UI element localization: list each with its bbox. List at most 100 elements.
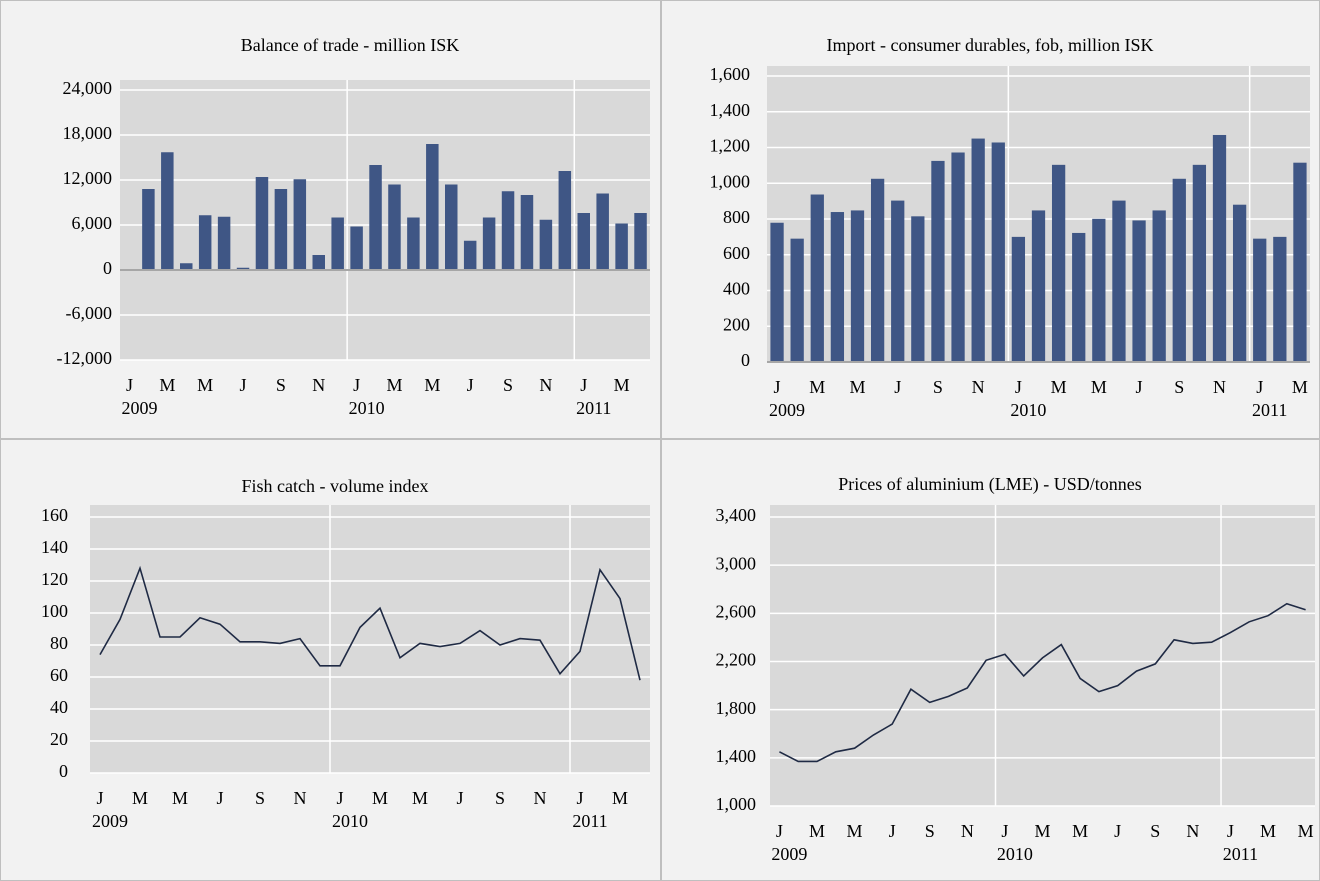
year-label: 2009	[92, 811, 128, 831]
y-tick-label: 600	[723, 243, 750, 263]
bar	[830, 212, 845, 362]
bar	[1152, 210, 1166, 362]
bar	[520, 195, 534, 270]
y-tick-label: 24,000	[63, 78, 113, 98]
x-tick-label: M	[809, 821, 825, 841]
x-tick-label: J	[1136, 377, 1143, 397]
x-tick-label: J	[216, 788, 223, 808]
bar	[369, 165, 382, 270]
bar	[180, 263, 193, 270]
x-tick-label: J	[456, 788, 463, 808]
y-tick-label: 1,000	[710, 171, 751, 191]
bar	[810, 194, 824, 362]
x-tick-label: M	[1051, 377, 1067, 397]
y-tick-label: 3,400	[716, 505, 757, 525]
x-tick-label: M	[412, 788, 428, 808]
x-tick-label: S	[495, 788, 505, 808]
bar	[482, 217, 496, 270]
y-tick-label: 1,600	[710, 64, 751, 84]
x-tick-label: J	[126, 375, 133, 395]
bar	[1132, 220, 1146, 362]
plot-area	[90, 505, 650, 773]
bar	[501, 191, 515, 270]
x-tick-label: S	[276, 375, 286, 395]
bar	[293, 179, 307, 270]
y-tick-label: 6,000	[72, 213, 113, 233]
x-tick-label: J	[889, 821, 896, 841]
bar	[596, 193, 609, 270]
x-tick-label: J	[96, 788, 103, 808]
x-tick-label: M	[809, 377, 825, 397]
year-label: 2009	[771, 844, 807, 864]
x-tick-label: M	[424, 375, 440, 395]
bar	[312, 255, 325, 270]
x-tick-label: J	[240, 375, 247, 395]
y-tick-label: 3,000	[716, 553, 757, 573]
x-tick-label: J	[1114, 821, 1121, 841]
bar	[1031, 210, 1046, 362]
x-tick-label: M	[172, 788, 188, 808]
x-tick-label: M	[849, 377, 865, 397]
x-tick-label: N	[961, 821, 974, 841]
x-tick-label: S	[1150, 821, 1160, 841]
x-tick-label: S	[1174, 377, 1184, 397]
year-label: 2009	[769, 400, 805, 420]
x-tick-label: M	[1260, 821, 1276, 841]
x-tick-label: J	[1001, 821, 1008, 841]
bar	[274, 189, 288, 270]
y-tick-label: -12,000	[57, 348, 113, 368]
chart-title: Balance of trade - million ISK	[241, 35, 459, 55]
year-label: 2010	[1010, 400, 1046, 420]
x-tick-label: M	[612, 788, 628, 808]
line-series	[99, 565, 641, 681]
x-tick-label: N	[294, 788, 307, 808]
year-label: 2011	[576, 398, 611, 418]
year-label: 2010	[349, 398, 385, 418]
bar	[1011, 236, 1026, 362]
bar	[1051, 164, 1066, 362]
bar	[236, 267, 250, 270]
bar	[790, 238, 804, 362]
bar	[445, 184, 458, 270]
x-tick-label: M	[386, 375, 402, 395]
x-tick-label: N	[1213, 377, 1226, 397]
bar	[770, 222, 784, 362]
bar	[1273, 236, 1287, 362]
year-label: 2010	[332, 811, 368, 831]
bar	[1253, 238, 1267, 362]
x-tick-label: M	[1292, 377, 1308, 397]
bar	[1172, 178, 1186, 362]
y-tick-label: 18,000	[63, 123, 113, 143]
x-tick-label: J	[894, 377, 901, 397]
bar	[891, 200, 905, 362]
bar	[971, 138, 985, 362]
bar	[255, 177, 269, 270]
year-label: 2009	[121, 398, 157, 418]
bar	[1092, 218, 1106, 362]
y-tick-label: -6,000	[66, 303, 113, 323]
y-tick-label: 120	[41, 569, 68, 589]
bar	[539, 219, 553, 270]
bar	[991, 142, 1005, 362]
bar	[615, 223, 628, 270]
bar	[850, 210, 865, 362]
plot-area	[770, 505, 1315, 806]
x-tick-label: M	[1298, 821, 1314, 841]
x-tick-label: M	[1072, 821, 1088, 841]
bar	[1112, 200, 1126, 362]
x-tick-label: M	[847, 821, 863, 841]
bar	[426, 144, 439, 270]
y-tick-label: 200	[723, 314, 750, 334]
x-tick-label: M	[1091, 377, 1107, 397]
x-tick-label: J	[467, 375, 474, 395]
bar	[142, 189, 155, 270]
x-tick-label: N	[534, 788, 547, 808]
y-tick-label: 2,200	[716, 650, 757, 670]
x-tick-label: N	[972, 377, 985, 397]
x-tick-label: N	[539, 375, 552, 395]
y-tick-label: 20	[50, 729, 68, 749]
bar	[1232, 204, 1247, 362]
x-tick-label: S	[933, 377, 943, 397]
year-label: 2010	[997, 844, 1033, 864]
